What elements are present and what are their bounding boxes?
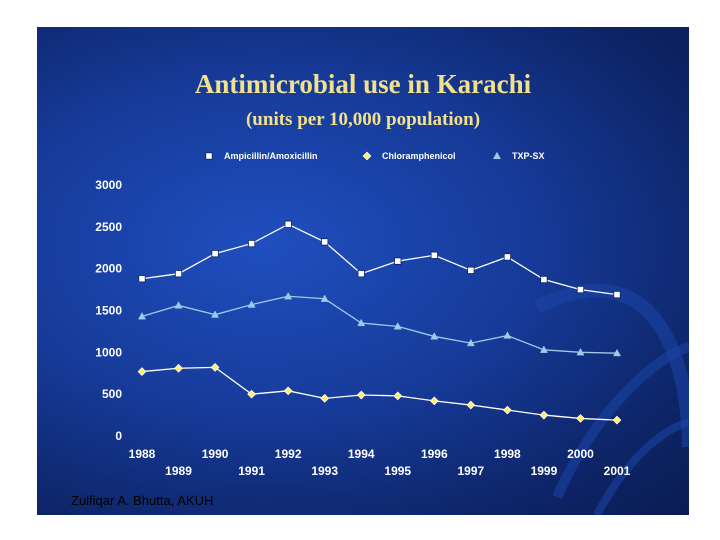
legend-label: TXP-SX (512, 151, 545, 161)
data-point-square (248, 239, 256, 248)
y-tick-label: 500 (102, 387, 122, 401)
legend-marker-square (205, 152, 213, 160)
data-point-square (211, 250, 219, 258)
x-axis: 1988 1989 1990 1991 1992 1993 1994 1995 1996 1997… (129, 447, 631, 478)
data-point-triangle (393, 322, 402, 330)
data-point-diamond (429, 396, 439, 406)
legend-label: Ampicillin/Amoxicillin (224, 151, 318, 161)
x-tick-label: 1998 (494, 447, 521, 461)
x-tick-label: 2000 (567, 447, 594, 461)
data-point-diamond (612, 415, 622, 425)
data-point-diamond (283, 386, 293, 396)
x-tick-label: 1991 (238, 464, 265, 478)
data-point-triangle (320, 294, 329, 302)
data-point-square (321, 238, 329, 246)
x-tick-label: 1990 (202, 447, 229, 461)
data-point-triangle (284, 291, 293, 300)
data-point-square (430, 251, 438, 259)
data-point-triangle (174, 301, 183, 309)
legend-label: Chloramphenicol (382, 151, 456, 161)
x-tick-label: 1999 (531, 464, 558, 478)
data-point-square (174, 270, 183, 278)
chart-title: Antimicrobial use in Karachi (195, 69, 532, 99)
data-point-triangle (612, 348, 622, 357)
data-point-diamond (356, 390, 366, 400)
x-tick-label: 1997 (457, 464, 484, 478)
data-point-triangle (503, 331, 512, 339)
y-tick-label: 0 (115, 429, 122, 443)
legend-marker-triangle (492, 151, 502, 160)
line-chart: Antimicrobial use in Karachi (units per … (95, 69, 689, 515)
data-point-diamond (320, 393, 330, 403)
series-line-triangle (141, 295, 618, 354)
decorative-swirl (533, 283, 689, 515)
data-point-triangle (211, 310, 220, 318)
data-point-triangle (430, 332, 439, 340)
slide-background: Antimicrobial use in Karachi (units per … (37, 27, 689, 515)
chart-subtitle: (units per 10,000 population) (246, 109, 480, 130)
data-point-diamond (576, 414, 585, 423)
y-tick-label: 2500 (95, 220, 122, 234)
y-tick-label: 3000 (95, 178, 122, 192)
data-point-triangle (539, 345, 548, 353)
x-tick-label: 1992 (275, 447, 302, 461)
data-point-diamond (174, 363, 183, 373)
y-tick-label: 2000 (95, 262, 122, 276)
data-point-square (503, 253, 511, 261)
data-point-diamond (393, 391, 403, 401)
data-point-diamond (539, 410, 549, 420)
legend-marker-diamond (362, 151, 372, 161)
data-point-square (284, 220, 292, 228)
x-tick-label: 1988 (129, 447, 156, 461)
data-point-triangle (357, 318, 366, 327)
y-tick-label: 1500 (95, 304, 122, 318)
data-point-diamond (210, 363, 220, 372)
data-point-diamond (247, 389, 256, 399)
data-point-square (138, 275, 146, 283)
data-point-diamond (137, 367, 147, 376)
x-tick-label: 2001 (604, 464, 631, 478)
data-point-triangle (576, 348, 585, 356)
author-credit: Zulfiqar A. Bhutta, AKUH (71, 493, 214, 508)
data-point-square (357, 270, 365, 278)
data-point-square (394, 257, 402, 265)
data-point-square (467, 266, 475, 274)
series-line-diamond (141, 366, 618, 421)
y-axis: 3000 2500 2000 1500 1000 500 0 (95, 178, 122, 443)
x-tick-label: 1989 (165, 464, 192, 478)
x-tick-label: 1995 (384, 464, 411, 478)
data-point-triangle (466, 338, 475, 347)
x-tick-label: 1994 (348, 447, 375, 461)
data-point-triangle (247, 300, 256, 308)
data-point-diamond (466, 400, 476, 410)
legend: Ampicillin/Amoxicillin Chloramphenicol TXP… (205, 151, 545, 161)
data-point-square (613, 291, 621, 299)
data-point-square (576, 285, 585, 294)
x-tick-label: 1993 (311, 464, 338, 478)
data-point-square (540, 275, 548, 284)
data-point-triangle (137, 312, 147, 320)
data-point-diamond (503, 405, 512, 415)
series-line-square (141, 223, 618, 296)
series-lines (137, 220, 622, 425)
y-tick-label: 1000 (95, 345, 122, 359)
x-tick-label: 1996 (421, 447, 448, 461)
